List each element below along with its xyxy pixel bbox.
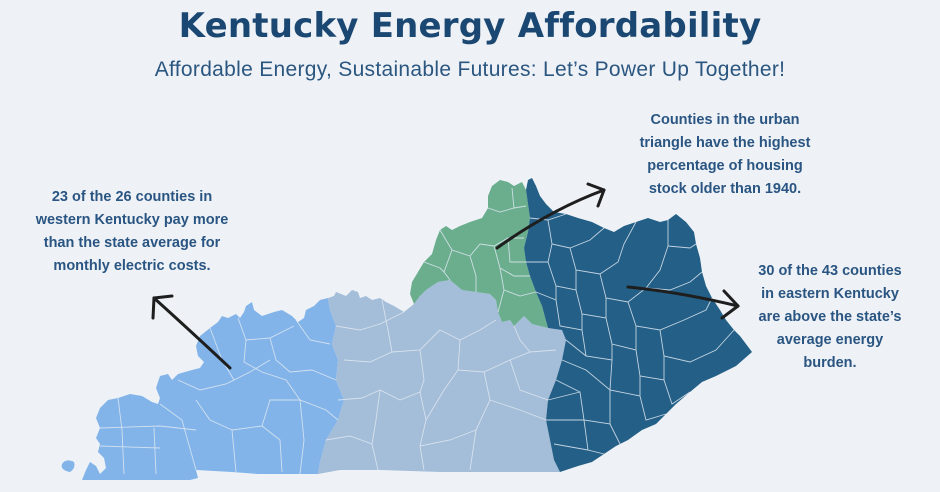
callout-line: triangle have the highest bbox=[639, 135, 811, 151]
page-subtitle: Affordable Energy, Sustainable Futures: … bbox=[154, 58, 786, 81]
callout-line: 30 of the 43 counties bbox=[758, 263, 902, 279]
arrow-urban bbox=[495, 182, 606, 250]
region-eastern-kentucky bbox=[524, 178, 752, 472]
callout-line: burden. bbox=[803, 355, 857, 371]
callout-line: Counties in the urban bbox=[650, 112, 800, 128]
arrow-west bbox=[151, 294, 232, 370]
callout-line: percentage of housing bbox=[647, 158, 803, 174]
callout-line: stock older than 1940. bbox=[648, 181, 802, 197]
callout-eastern-kentucky: 30 of the 43 counties in eastern Kentuck… bbox=[730, 260, 930, 375]
page-title: Kentucky Energy Affordability bbox=[178, 6, 762, 46]
callout-line: are above the state’s bbox=[758, 309, 902, 325]
callout-line: 23 of the 26 counties in bbox=[51, 189, 213, 205]
region-urban-triangle bbox=[410, 180, 548, 328]
callout-urban-triangle: Counties in the urban triangle have the … bbox=[610, 109, 840, 201]
county-boundaries bbox=[99, 187, 735, 475]
callout-line: average energy bbox=[776, 332, 884, 348]
callout-line: monthly electric costs. bbox=[53, 258, 211, 274]
callout-line: western Kentucky pay more bbox=[35, 212, 229, 228]
callout-line: in eastern Kentucky bbox=[761, 286, 899, 302]
region-south-central-kentucky bbox=[318, 280, 566, 474]
arrow-east bbox=[626, 285, 740, 320]
callout-line: than the state average for bbox=[43, 235, 221, 251]
region-western-kentucky bbox=[61, 298, 344, 480]
callout-western-kentucky: 23 of the 26 counties in western Kentuck… bbox=[12, 186, 252, 278]
